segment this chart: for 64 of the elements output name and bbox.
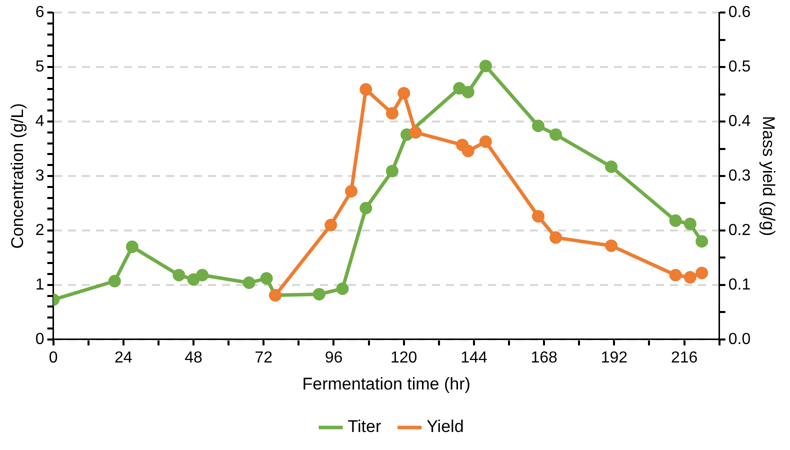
point	[696, 266, 708, 280]
y-axis-title: Concentration (g/L)	[8, 103, 27, 249]
point	[532, 210, 544, 223]
x-axis-title: Fermentation time (hr)	[302, 374, 470, 394]
point	[453, 82, 466, 95]
point	[242, 276, 256, 290]
x-tick-label: 96	[324, 349, 343, 366]
point	[336, 282, 349, 295]
point	[462, 144, 474, 158]
point	[386, 107, 398, 120]
point	[684, 271, 696, 284]
point	[669, 214, 682, 227]
x-tick-label: 192	[600, 349, 628, 366]
x-tick-label: 144	[460, 349, 488, 366]
point	[260, 272, 273, 285]
point	[196, 268, 209, 282]
point	[605, 160, 618, 173]
point	[360, 83, 372, 96]
point	[187, 273, 200, 286]
y-tick-label: 4	[35, 112, 44, 130]
x-tick-label: 24	[114, 349, 132, 366]
point	[550, 231, 562, 244]
x-tick-label: 216	[670, 349, 698, 366]
y-tick-label: 1	[35, 276, 44, 294]
point	[479, 60, 492, 72]
y-tick-label: 2	[35, 222, 44, 239]
point	[479, 135, 492, 148]
x-tick-label: 48	[184, 349, 203, 366]
x-tick-label: 0	[48, 349, 58, 366]
point	[696, 235, 708, 248]
point	[312, 288, 326, 300]
y-tick-label: 0	[35, 330, 44, 348]
y2-tick-label: 0.5	[728, 58, 751, 76]
y2-tick-label: 0.2	[728, 222, 751, 239]
legend-label: Titer	[348, 417, 382, 436]
point	[605, 239, 618, 252]
point	[398, 86, 410, 100]
y2-tick-label: 0.3	[728, 167, 751, 184]
y2-axis-title: Mass yield (g/g)	[759, 116, 778, 236]
x-tick-label: 72	[254, 349, 273, 366]
y2-tick-label: 0.1	[728, 276, 751, 294]
y2-tick-label: 0.6	[728, 4, 751, 22]
point	[400, 128, 414, 141]
legend-label: Yield	[426, 417, 464, 436]
y-tick-label: 6	[35, 4, 44, 22]
point	[108, 274, 121, 288]
point	[409, 126, 422, 139]
y-tick-label: 3	[35, 167, 44, 184]
point	[324, 218, 338, 232]
point	[669, 268, 682, 282]
point	[532, 120, 544, 132]
x-tick-label: 168	[530, 349, 558, 366]
point	[462, 86, 474, 98]
point	[550, 128, 562, 141]
point	[684, 218, 696, 230]
y-tick-label: 5	[35, 58, 44, 76]
point	[360, 202, 372, 214]
y2-tick-label: 0.4	[728, 112, 751, 130]
point	[386, 164, 398, 178]
point	[345, 185, 358, 198]
y2-tick-label: 0.0	[728, 330, 751, 348]
point	[126, 240, 138, 254]
point	[172, 268, 186, 282]
x-tick-label: 120	[390, 349, 418, 366]
